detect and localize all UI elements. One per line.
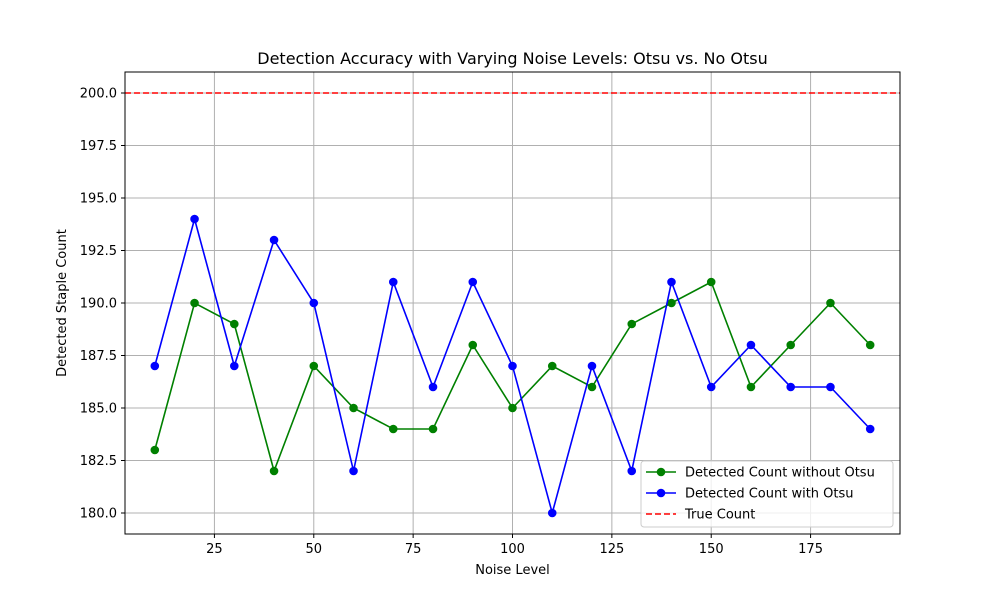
data-point-series-1 [428, 382, 438, 392]
legend-label: True Count [684, 508, 755, 523]
data-point-series-0 [826, 298, 835, 308]
legend-swatch-marker [656, 488, 666, 498]
data-point-series-1 [468, 277, 478, 287]
legend-frame [640, 460, 894, 528]
x-tick-label: 50 [306, 542, 323, 557]
data-point-series-0 [150, 445, 160, 455]
x-axis-title: Noise Level [475, 563, 550, 578]
chart-title: Detection Accuracy with Varying Noise Le… [257, 49, 767, 68]
data-point-series-1 [587, 361, 597, 371]
y-tick-label: 190.0 [80, 297, 117, 312]
legend-swatch-marker [656, 467, 666, 477]
legend: Detected Count without Otsu Detected Coun… [640, 460, 894, 528]
data-point-series-0 [746, 382, 756, 392]
legend-label: Detected Count without Otsu [685, 466, 875, 481]
data-point-series-1 [746, 340, 756, 350]
data-point-series-0 [309, 361, 319, 371]
y-tick-label: 200.0 [80, 87, 117, 102]
y-tick-label: 195.0 [80, 192, 117, 207]
x-tick-label: 100 [500, 542, 525, 557]
x-tick-label: 125 [599, 542, 624, 557]
data-point-series-1 [150, 361, 160, 371]
legend-label: Detected Count with Otsu [685, 487, 854, 502]
data-point-series-0 [229, 319, 239, 329]
y-tick-label: 182.5 [80, 454, 117, 469]
y-tick-label: 197.5 [80, 139, 117, 154]
data-point-series-1 [547, 508, 557, 518]
y-axis-title: Detected Staple Count [55, 229, 70, 377]
data-point-series-1 [667, 277, 676, 287]
data-point-series-1 [309, 298, 319, 308]
plot-area: 25 50 75 100 125 150 175 180.0 182.5 185.0 187.5 19… [80, 71, 901, 557]
data-point-series-1 [229, 361, 239, 371]
x-tick-label: 75 [405, 542, 422, 557]
data-point-series-1 [786, 382, 796, 392]
data-point-series-1 [706, 382, 716, 392]
y-tick-label: 185.0 [80, 402, 117, 417]
y-tick-label: 187.5 [80, 349, 117, 364]
data-point-series-1 [508, 361, 517, 371]
data-point-series-0 [349, 403, 358, 413]
y-tick-label: 180.0 [80, 507, 117, 522]
data-point-series-0 [428, 424, 438, 434]
data-point-series-0 [468, 340, 478, 350]
data-point-series-1 [388, 277, 398, 287]
data-point-series-1 [190, 214, 199, 224]
data-point-series-0 [627, 319, 637, 329]
data-point-series-1 [349, 466, 358, 476]
data-point-series-0 [269, 466, 279, 476]
x-tick-label: 25 [206, 542, 223, 557]
data-point-series-0 [190, 298, 199, 308]
x-tick-label: 175 [798, 542, 823, 557]
data-point-series-1 [865, 424, 875, 434]
data-point-series-0 [508, 403, 517, 413]
data-point-series-1 [269, 235, 279, 245]
data-point-series-0 [587, 382, 597, 392]
data-point-series-0 [667, 298, 676, 308]
data-point-series-1 [627, 466, 637, 476]
data-point-series-0 [547, 361, 557, 371]
y-tick-label: 192.5 [80, 244, 117, 259]
data-point-series-0 [388, 424, 398, 434]
x-tick-label: 150 [699, 542, 724, 557]
data-point-series-0 [786, 340, 796, 350]
data-point-series-0 [706, 277, 716, 287]
data-point-series-1 [826, 382, 835, 392]
data-point-series-0 [865, 340, 875, 350]
